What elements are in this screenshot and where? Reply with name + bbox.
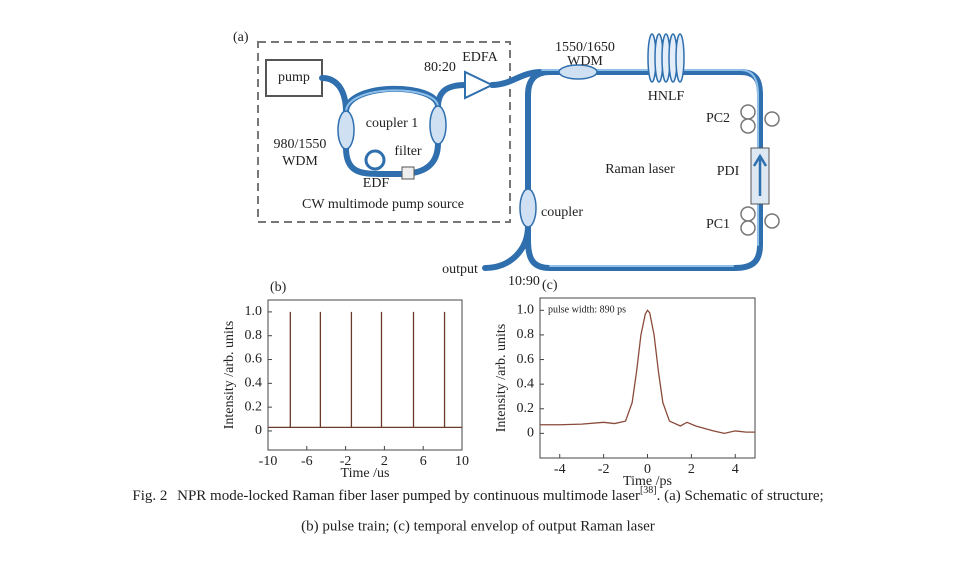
x-tick-label: -2 xyxy=(340,454,352,469)
y-axis-label: Intensity /arb. units xyxy=(494,324,509,433)
label: CW multimode pump source xyxy=(302,197,464,212)
y-axis-label: Intensity /arb. units xyxy=(222,321,237,430)
caption-line: . (a) Schematic of structure; xyxy=(657,488,824,504)
pc2 xyxy=(740,104,780,134)
label: pump xyxy=(278,70,310,85)
wdm-coupler xyxy=(337,110,355,150)
x-tick-label: -4 xyxy=(554,462,566,477)
plot-frame xyxy=(267,299,463,451)
label: PDI xyxy=(717,164,740,179)
label: EDF xyxy=(363,176,390,191)
wdm-coupler xyxy=(558,64,598,80)
hnlf-coil xyxy=(647,33,685,83)
pdi-arrow xyxy=(752,153,768,196)
label: 80:20 xyxy=(424,60,456,75)
line xyxy=(540,309,755,435)
y-tick-label: 0.8 xyxy=(245,328,263,343)
panel-label: (c) xyxy=(542,278,558,293)
label: PC2 xyxy=(706,111,730,126)
y-tick-label: 0.6 xyxy=(517,352,535,367)
label: coupler xyxy=(541,205,583,220)
y-tick-label: 1.0 xyxy=(517,303,535,318)
x-tick-label: 2 xyxy=(381,454,388,469)
coupler xyxy=(429,105,447,145)
x-tick-label: 6 xyxy=(420,454,427,469)
pump-source-box xyxy=(257,41,511,223)
label: coupler 1 xyxy=(366,116,418,131)
panel-label: (a) xyxy=(233,30,249,45)
x-tick-label: -10 xyxy=(259,454,278,469)
x-tick-label: 10 xyxy=(455,454,469,469)
x-axis-label: Time /us xyxy=(341,466,390,481)
edf-coil xyxy=(364,149,386,171)
pc1 xyxy=(740,206,780,236)
x-axis-label: Time /ps xyxy=(623,474,672,489)
x-tick-label: -2 xyxy=(598,462,610,477)
filter xyxy=(401,166,415,180)
coupler xyxy=(519,188,537,228)
y-tick-label: 0.8 xyxy=(517,327,535,342)
annotation: pulse width: 890 ps xyxy=(548,304,626,315)
caption-line: (b) pulse train; (c) temporal envelop of… xyxy=(301,518,655,534)
x-tick-label: 4 xyxy=(732,462,739,477)
fiber-highlight xyxy=(345,69,759,267)
y-tick-label: 0.2 xyxy=(245,399,263,414)
label: 1550/1650 xyxy=(555,40,615,55)
label: WDM xyxy=(567,54,603,69)
y-tick-label: 0.2 xyxy=(517,401,535,416)
label: filter xyxy=(394,144,422,159)
y-tick-label: 0.4 xyxy=(517,376,535,391)
label: Raman laser xyxy=(605,162,675,177)
label: output xyxy=(442,262,478,277)
panel-label: (b) xyxy=(270,280,287,295)
label: PC1 xyxy=(706,217,730,232)
line xyxy=(268,311,462,429)
x-tick-label: 0 xyxy=(644,462,651,477)
caption: Fig. 2 NPR mode-locked Raman fiber laser… xyxy=(132,485,823,504)
x-tick-label: 2 xyxy=(688,462,695,477)
y-tick-label: 0.4 xyxy=(245,376,263,391)
schematic: (a) pump 980/1550 WDM coupler 1 80:20 ED… xyxy=(233,30,780,289)
y-tick-label: 0 xyxy=(527,426,534,441)
y-tick-label: 1.0 xyxy=(245,304,263,319)
label: WDM xyxy=(282,154,318,169)
label: EDFA xyxy=(462,50,498,65)
caption-text: NPR mode-locked Raman fiber laser pumped… xyxy=(177,488,640,504)
label: HNLF xyxy=(648,89,685,104)
fiber xyxy=(319,69,763,271)
x-tick-label: -6 xyxy=(301,454,313,469)
plot-frame xyxy=(539,297,756,459)
label: 10:90 xyxy=(508,274,540,289)
y-tick-label: 0.6 xyxy=(245,352,263,367)
edfa xyxy=(464,70,495,100)
caption-ref: [38] xyxy=(640,485,657,496)
y-tick-label: 0 xyxy=(255,423,262,438)
label: 980/1550 xyxy=(274,137,327,152)
caption-label: Fig. 2 xyxy=(132,488,167,504)
